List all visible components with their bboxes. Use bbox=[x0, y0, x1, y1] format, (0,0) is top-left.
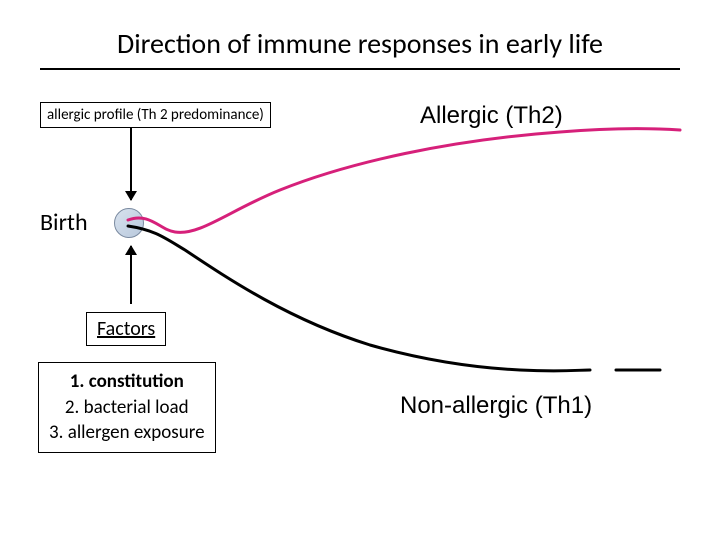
factor-2: 2. bacterial load bbox=[49, 395, 205, 421]
allergic-profile-box: allergic profile (Th 2 predominance) bbox=[40, 102, 271, 128]
nonallergic-curve bbox=[128, 226, 660, 371]
allergic-curve bbox=[128, 129, 680, 233]
factor-1: 1. constitution bbox=[49, 369, 205, 395]
arrow-up bbox=[130, 246, 132, 304]
nonallergic-label: Non-allergic (Th1) bbox=[400, 392, 592, 420]
arrow-down bbox=[130, 128, 132, 200]
curves-svg bbox=[0, 0, 720, 540]
factors-list-box: 1. constitution 2. bacterial load 3. all… bbox=[38, 362, 216, 453]
birth-start-circle bbox=[114, 208, 144, 238]
factors-title-box: Factors bbox=[86, 312, 166, 346]
title-underline bbox=[40, 68, 680, 70]
factor-3: 3. allergen exposure bbox=[49, 420, 205, 446]
allergic-label: Allergic (Th2) bbox=[420, 102, 563, 130]
birth-label: Birth bbox=[40, 208, 88, 237]
page-title: Direction of immune responses in early l… bbox=[117, 26, 603, 61]
